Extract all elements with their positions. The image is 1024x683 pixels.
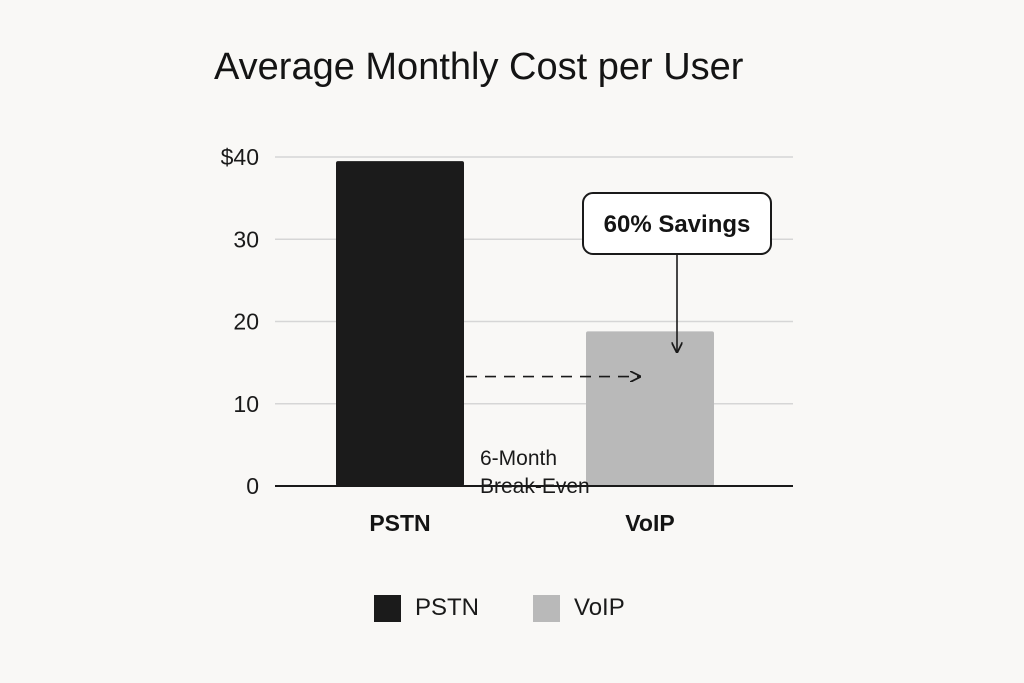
bar-voip — [586, 331, 714, 486]
legend-label-voip: VoIP — [574, 594, 625, 621]
legend-swatch-pstn — [374, 594, 401, 622]
legend-item-pstn: PSTN — [374, 594, 479, 622]
category-label-pstn: PSTN — [369, 510, 430, 536]
bar-pstn — [336, 161, 464, 487]
y-tick-label: 0 — [246, 473, 259, 499]
breakeven-label-line2: Break-Even — [480, 475, 590, 498]
chart-title: Average Monthly Cost per User — [214, 46, 744, 88]
legend-label-pstn: PSTN — [415, 594, 480, 621]
y-tick-label: 10 — [233, 391, 259, 417]
legend-item-voip: VoIP — [533, 594, 625, 622]
y-tick-label: 20 — [233, 309, 259, 335]
bars — [336, 161, 714, 487]
savings-callout: 60% Savings — [582, 192, 772, 352]
legend-swatch-voip — [533, 594, 561, 622]
chart-legend: PSTN VoIP — [374, 594, 625, 622]
savings-callout-label: 60% Savings — [604, 211, 751, 238]
x-axis-categories: PSTN VoIP — [369, 510, 674, 536]
y-tick-label: $40 — [221, 144, 259, 170]
breakeven-label: 6-Month Break-Even — [480, 447, 590, 498]
y-axis-ticks: $40 30 20 10 0 — [221, 144, 259, 499]
breakeven-label-line1: 6-Month — [480, 447, 557, 470]
category-label-voip: VoIP — [625, 510, 674, 536]
y-tick-label: 30 — [233, 226, 259, 252]
